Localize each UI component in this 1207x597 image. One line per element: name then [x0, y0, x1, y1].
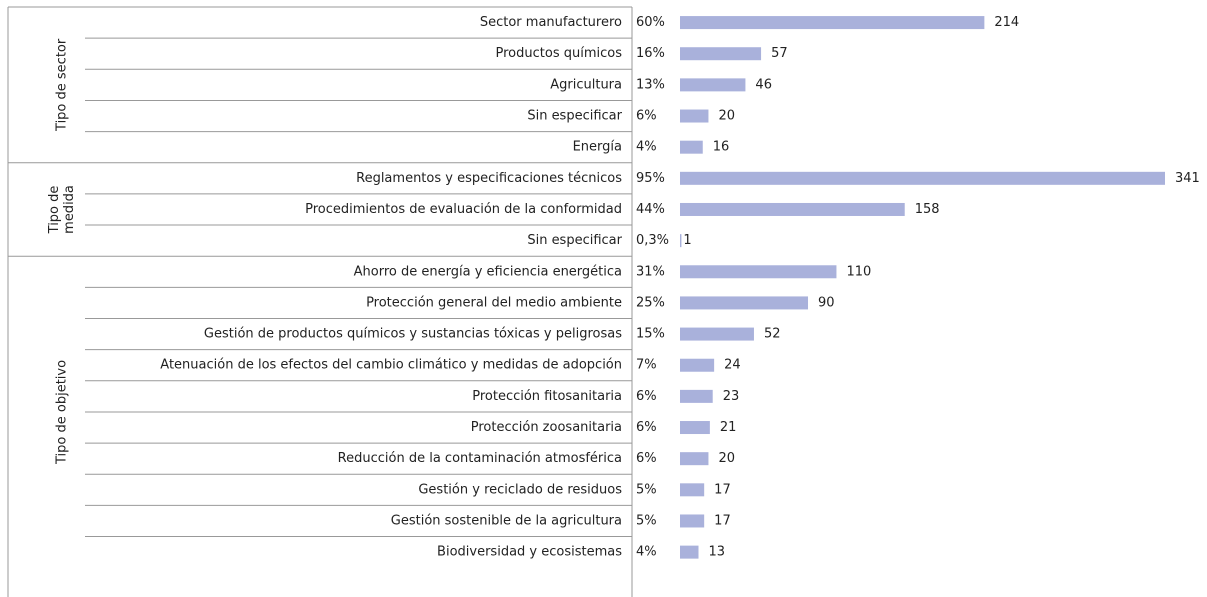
share-label: 6%	[636, 451, 657, 466]
bar	[680, 514, 705, 528]
value-label: 16	[713, 140, 730, 155]
category-label: Productos químicos	[496, 46, 623, 61]
category-label: Sector manufacturero	[480, 15, 622, 30]
category-label: Agricultura	[550, 77, 622, 92]
bar	[680, 389, 713, 403]
bar	[680, 47, 762, 61]
share-label: 15%	[636, 327, 665, 342]
group-label: Tipo de sector	[55, 38, 70, 132]
value-label: 20	[718, 109, 735, 124]
value-label: 214	[994, 15, 1019, 30]
share-label: 25%	[636, 295, 665, 310]
category-label: Sin especificar	[527, 109, 622, 124]
value-label: 20	[718, 451, 735, 466]
category-label: Protección general del medio ambiente	[366, 295, 622, 310]
value-label: 17	[714, 482, 731, 497]
value-label: 24	[724, 358, 741, 373]
share-label: 5%	[636, 513, 657, 528]
category-label: Protección fitosanitaria	[472, 389, 622, 404]
bar	[680, 109, 709, 123]
bar	[680, 421, 710, 435]
value-label: 158	[915, 202, 940, 217]
share-label: 5%	[636, 482, 657, 497]
group-label: Tipo de	[47, 186, 62, 235]
category-label: Biodiversidad y ecosistemas	[437, 545, 622, 560]
share-label: 95%	[636, 171, 665, 186]
category-label: Protección zoosanitaria	[471, 420, 622, 435]
category-label: Gestión y reciclado de residuos	[418, 482, 622, 497]
category-label: Gestión de productos químicos y sustanci…	[204, 327, 622, 342]
bar	[680, 202, 905, 216]
bar	[680, 545, 699, 559]
share-label: 13%	[636, 77, 665, 92]
value-label: 17	[714, 513, 731, 528]
share-label: 16%	[636, 46, 665, 61]
bar	[680, 358, 715, 372]
group-label: Tipo de objetivo	[55, 360, 70, 465]
share-label: 60%	[636, 15, 665, 30]
share-label: 6%	[636, 389, 657, 404]
share-label: 44%	[636, 202, 665, 217]
category-label: Energía	[573, 140, 622, 155]
category-label: Procedimientos de evaluación de la confo…	[305, 202, 622, 217]
category-label: Reducción de la contaminación atmosféric…	[338, 451, 622, 466]
value-label: 13	[708, 545, 725, 560]
bar	[680, 171, 1165, 185]
bar	[680, 452, 709, 466]
bar	[680, 234, 682, 248]
value-label: 341	[1175, 171, 1200, 186]
bar	[680, 140, 703, 154]
share-label: 4%	[636, 140, 657, 155]
value-label: 46	[755, 77, 772, 92]
bar	[680, 296, 809, 310]
category-label: Atenuación de los efectos del cambio cli…	[160, 358, 622, 373]
bar	[680, 327, 754, 341]
bar	[680, 16, 985, 30]
share-label: 6%	[636, 109, 657, 124]
value-label: 23	[723, 389, 740, 404]
value-label: 52	[764, 327, 781, 342]
category-label: Reglamentos y especificaciones técnicos	[356, 171, 622, 186]
group-label: medida	[62, 185, 77, 234]
value-label: 1	[683, 233, 691, 248]
bar	[680, 265, 837, 279]
share-label: 0,3%	[636, 233, 669, 248]
category-label: Ahorro de energía y eficiencia energétic…	[354, 264, 622, 279]
bar	[680, 78, 746, 92]
value-label: 110	[846, 264, 871, 279]
value-label: 21	[720, 420, 737, 435]
bar	[680, 483, 705, 497]
share-label: 6%	[636, 420, 657, 435]
category-label: Sin especificar	[527, 233, 622, 248]
value-label: 90	[818, 295, 835, 310]
share-label: 31%	[636, 264, 665, 279]
value-label: 57	[771, 46, 788, 61]
share-label: 4%	[636, 545, 657, 560]
category-label: Gestión sostenible de la agricultura	[391, 513, 622, 528]
share-label: 7%	[636, 358, 657, 373]
